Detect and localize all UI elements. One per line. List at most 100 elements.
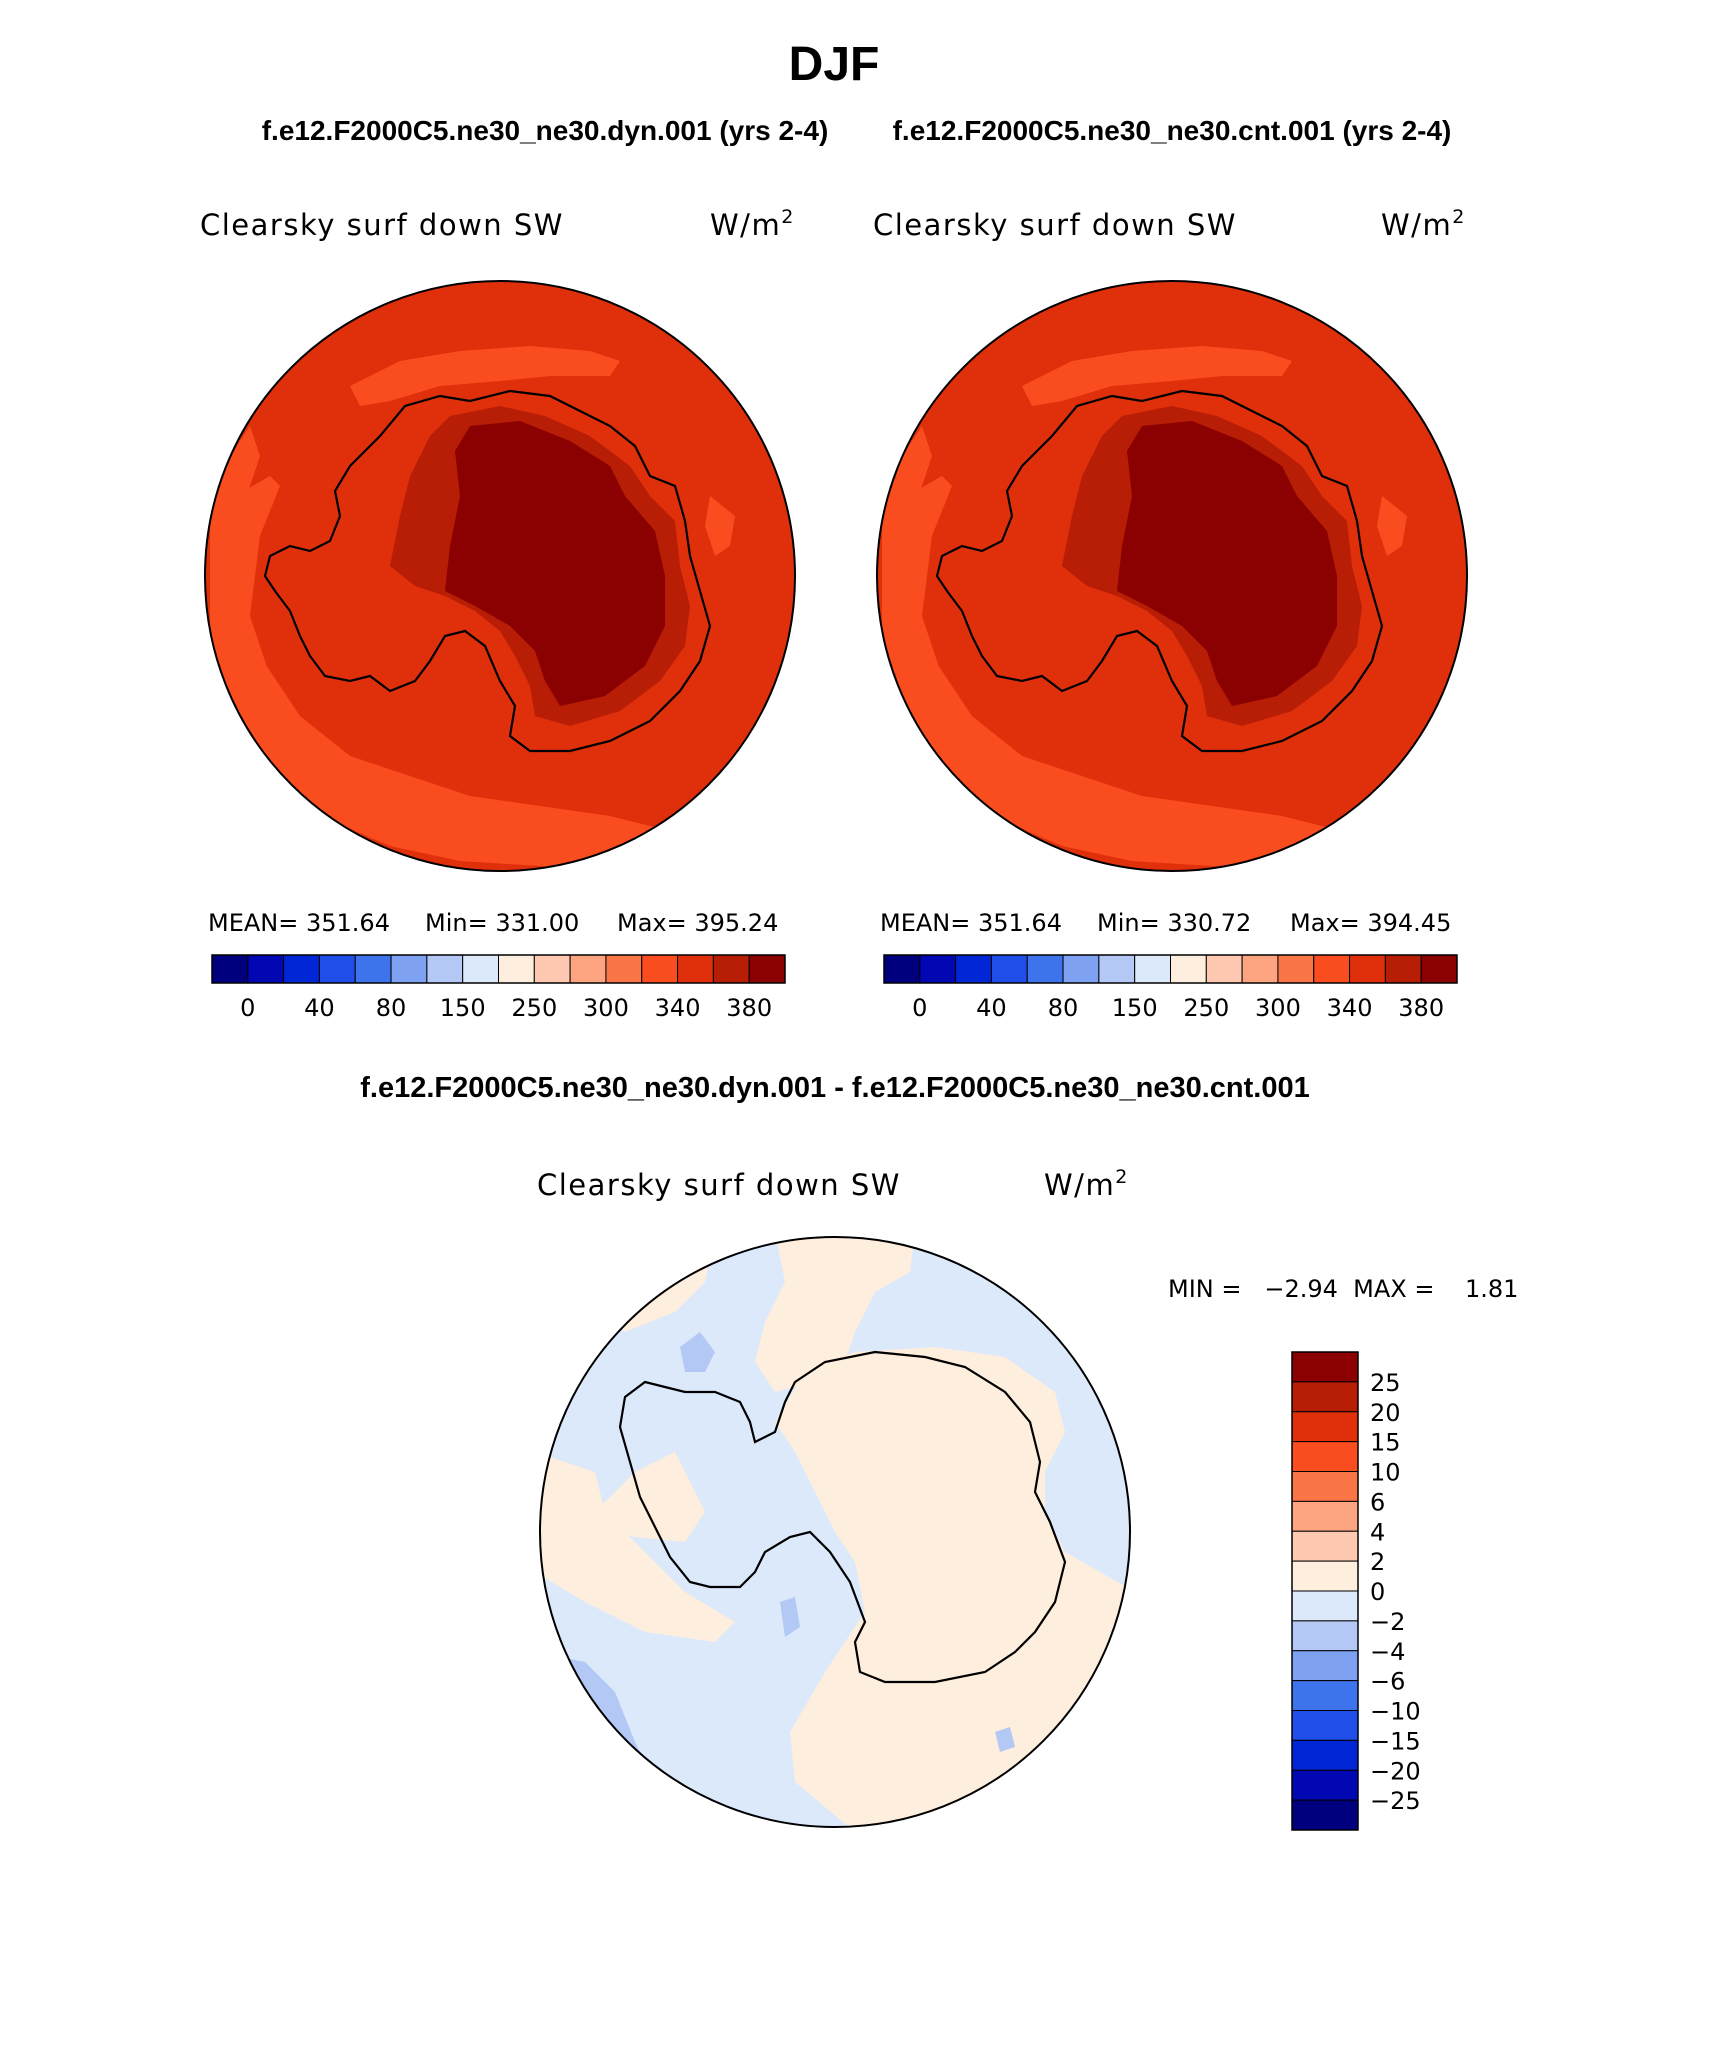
colorbar-tick-label: −4 [1370,1638,1405,1666]
colorbar-swatch [1062,954,1100,984]
colorbar-tick-label: 20 [1370,1399,1401,1427]
colorbar-swatch [1291,1560,1359,1592]
colorbar-tick-label: 340 [655,994,701,1022]
colorbar-tick-label: 150 [1112,994,1158,1022]
panel-right-units: W/m2 [1381,206,1466,242]
colorbar-swatch [1205,954,1243,984]
diff-title: f.e12.F2000C5.ne30_ne30.dyn.001 - f.e12.… [360,1072,1310,1104]
colorbar-swatch [1291,1680,1359,1711]
colorbar-tick-label: 300 [583,994,629,1022]
colorbar-swatch [1291,1590,1359,1622]
colorbar-swatch [748,954,786,984]
panel-left-units: W/m2 [710,206,795,242]
colorbar-tick-label: 10 [1370,1459,1401,1487]
colorbar-tick-label: −15 [1370,1727,1421,1755]
colorbar-tick-label: 380 [1398,994,1444,1022]
colorbar-swatch [1291,1739,1359,1771]
map-left-border [204,280,796,872]
map-left [204,280,796,872]
colorbar-swatch [533,954,571,984]
colorbar-tick-label: −10 [1370,1698,1421,1726]
colorbar-swatch [1291,1620,1359,1652]
map-right-border [876,280,1468,872]
colorbar-swatch [1291,1710,1359,1741]
colorbar-tick-label: 300 [1255,994,1301,1022]
colorbar-tick-label: 0 [912,994,927,1022]
diff-minmax: MIN = −2.94 MAX = 1.81 [1168,1275,1518,1303]
colorbar-tick-label: 250 [1183,994,1229,1022]
colorbar-swatch [955,954,992,984]
colorbar-swatch [1291,1441,1359,1472]
colorbar-swatch [1291,1799,1359,1831]
colorbar-swatch [1134,954,1171,984]
colorbar-swatch [1349,954,1386,984]
colorbar-tick-label: 340 [1327,994,1373,1022]
colorbar-swatch [498,954,535,984]
colorbar-swatch [1291,1411,1359,1443]
colorbar-swatch [1291,1650,1359,1682]
colorbar-tick-label: 0 [1370,1578,1385,1606]
panel-diff: Clearsky surf down SW W/m2 [537,1166,1518,1831]
colorbar-tick-label: −6 [1370,1668,1405,1696]
colorbar-swatch [883,954,921,984]
colorbar-swatch [247,954,285,984]
colorbar-tick-label: 25 [1370,1369,1401,1397]
colorbar-tick-label: −20 [1370,1757,1421,1785]
colorbar-swatch [1241,954,1279,984]
colorbar-tick-label: 2 [1370,1548,1385,1576]
colorbar-tick-label: 40 [976,994,1007,1022]
map-diff-border [539,1236,1131,1828]
colorbar-swatch [1291,1351,1359,1383]
colorbar-swatch [354,954,392,984]
panel-left-max: Max= 395.24 [617,909,778,937]
colorbar-swatch [1170,954,1207,984]
panel-left: Clearsky surf down SW W/m2 MEAN= 351.64 … [200,206,796,1022]
subtitle-left: f.e12.F2000C5.ne30_ne30.dyn.001 (yrs 2-4… [262,115,829,146]
colorbar-swatch [318,954,356,984]
colorbar-right: 0 40 80 150 250 300 340 380 [883,954,1458,1022]
colorbar-swatch [919,954,957,984]
colorbar-tick-label: 150 [440,994,486,1022]
panel-right: Clearsky surf down SW W/m2 MEAN= 351.64 … [873,206,1468,1022]
panel-diff-units: W/m2 [1044,1166,1129,1202]
colorbar-swatch [1291,1471,1359,1502]
colorbar-swatch [1291,1500,1359,1532]
colorbar-tick-label: 15 [1370,1429,1401,1457]
map-right [876,280,1468,872]
colorbar-swatch [1026,954,1064,984]
panel-right-max: Max= 394.45 [1290,909,1451,937]
colorbar-swatch [605,954,643,984]
colorbar-swatch [211,954,249,984]
colorbar-tick-label: −25 [1370,1787,1421,1815]
colorbar-swatch [390,954,428,984]
panel-right-mean: MEAN= 351.64 [880,909,1062,937]
colorbar-swatch [712,954,750,984]
panel-left-min: Min= 331.00 [425,909,579,937]
colorbar-tick-label: 6 [1370,1488,1385,1516]
colorbar-tick-label: 4 [1370,1518,1385,1546]
colorbar-tick-label: 40 [304,994,335,1022]
colorbar-tick-label: 80 [1048,994,1079,1022]
colorbar-swatch [1098,954,1136,984]
panel-left-mean: MEAN= 351.64 [208,909,390,937]
colorbar-swatch [1291,1381,1359,1413]
colorbar-swatch [677,954,714,984]
colorbar-tick-label: 250 [511,994,557,1022]
panel-right-min: Min= 330.72 [1097,909,1251,937]
colorbar-swatch [1291,1530,1359,1562]
colorbar-tick-label: 0 [240,994,255,1022]
colorbar-swatch [1313,954,1351,984]
panel-left-variable: Clearsky surf down SW [200,208,564,242]
colorbar-tick-label: 380 [726,994,772,1022]
map-diff [539,1236,1131,1828]
colorbar-swatch [1384,954,1422,984]
panel-right-variable: Clearsky surf down SW [873,208,1237,242]
colorbar-swatch [990,954,1028,984]
colorbar-swatch [283,954,320,984]
page-title: DJF [789,38,880,91]
colorbar-swatch [1277,954,1315,984]
colorbar-swatch [1420,954,1458,984]
colorbar-swatch [462,954,499,984]
colorbar-left: 0 40 80 150 250 300 340 380 [211,954,786,1022]
